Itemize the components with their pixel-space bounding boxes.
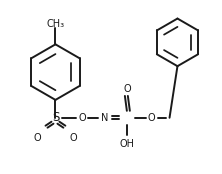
Text: O: O xyxy=(69,133,77,143)
Text: CH₃: CH₃ xyxy=(46,18,65,29)
Text: S: S xyxy=(52,111,59,124)
Text: O: O xyxy=(78,113,86,123)
Text: N: N xyxy=(101,113,109,123)
Text: OH: OH xyxy=(119,139,134,149)
Text: O: O xyxy=(123,84,131,94)
Text: O: O xyxy=(34,133,42,143)
Text: O: O xyxy=(148,113,155,123)
